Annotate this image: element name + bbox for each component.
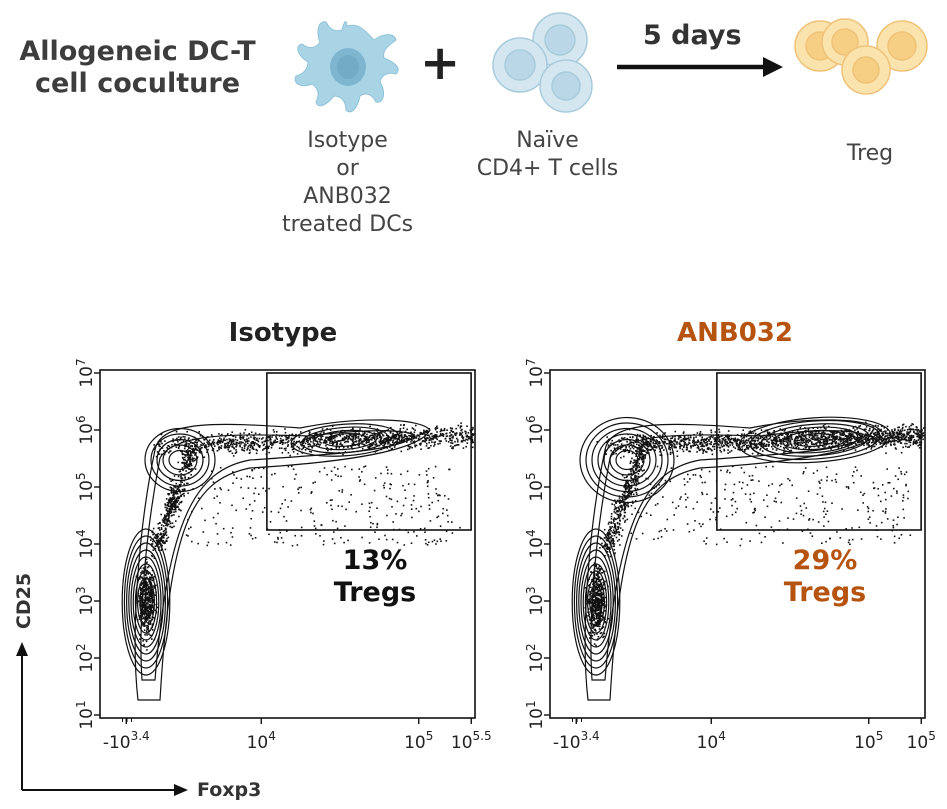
y-tick-label: 101 bbox=[524, 700, 547, 729]
treg-label: Treg bbox=[846, 141, 894, 166]
y-tick-label: 104 bbox=[74, 529, 97, 558]
percent-isotype: 13% Tregs bbox=[295, 545, 455, 609]
treg-gate bbox=[716, 372, 922, 531]
contour-lines bbox=[571, 416, 892, 701]
y-tick-label: 103 bbox=[524, 586, 547, 615]
x-tick-label: 105 bbox=[404, 729, 433, 753]
y-tick-label: 103 bbox=[74, 586, 97, 615]
plus-sign: + bbox=[420, 35, 461, 91]
treg-cells-icon bbox=[794, 18, 928, 95]
x-tick-label: 105 bbox=[854, 729, 883, 753]
y-tick-label: 106 bbox=[524, 415, 547, 444]
panel-title-anb032: ANB032 bbox=[677, 318, 793, 348]
contour-lines bbox=[121, 419, 431, 701]
naive-t-cells-icon bbox=[492, 12, 593, 113]
arrow-label: 5 days bbox=[643, 20, 742, 51]
y-tick-label: 106 bbox=[74, 415, 97, 444]
dc-label: Isotype or ANB032 treated DCs bbox=[281, 128, 414, 237]
x-tick-label: -103.4 bbox=[553, 729, 600, 753]
y-tick-label: 104 bbox=[524, 529, 547, 558]
flow-plot-isotype: 107 106 105 104 103 102 101 -103.4 104 105 105.5 bbox=[74, 358, 492, 753]
coculture-title-line1: Allogeneic DC-T bbox=[19, 36, 256, 67]
percent-anb032: 29% Tregs bbox=[745, 545, 905, 609]
dendritic-cell-icon bbox=[294, 21, 399, 113]
panel-title-isotype: Isotype bbox=[228, 318, 338, 348]
y-axis-name: CD25 bbox=[13, 572, 35, 630]
y-tick-label: 107 bbox=[524, 358, 547, 387]
percent-value-anb032: 29% bbox=[792, 545, 858, 576]
y-tick-label: 102 bbox=[524, 643, 547, 672]
naive-t-label: Naïve CD4+ T cells bbox=[476, 128, 619, 181]
y-tick-label: 101 bbox=[74, 700, 97, 729]
coculture-title: Allogeneic DC-T cell coculture bbox=[10, 36, 265, 100]
right-arrow-icon bbox=[617, 57, 783, 77]
x-tick-label: -103.4 bbox=[103, 729, 150, 753]
percent-label-isotype: Tregs bbox=[333, 577, 417, 608]
y-tick-label: 107 bbox=[74, 358, 97, 387]
axis-direction-arrows bbox=[16, 642, 188, 796]
x-tick-label: 105.5 bbox=[451, 729, 492, 753]
y-tick-label: 105 bbox=[74, 472, 97, 501]
x-tick-label: 104 bbox=[247, 729, 276, 753]
x-axis-name: Foxp3 bbox=[197, 779, 262, 801]
y-tick-label: 105 bbox=[524, 472, 547, 501]
percent-label-anb032: Tregs bbox=[783, 577, 867, 608]
percent-value-isotype: 13% bbox=[342, 545, 408, 576]
treg-gate bbox=[266, 372, 472, 531]
y-tick-label: 102 bbox=[74, 643, 97, 672]
event-dots bbox=[584, 421, 925, 647]
flow-plot-anb032: 107 106 105 104 103 102 101 -103.4 104 105 105 bbox=[524, 358, 936, 753]
coculture-title-line2: cell coculture bbox=[34, 68, 241, 99]
x-tick-label: 104 bbox=[697, 729, 726, 753]
x-tick-label: 105 bbox=[907, 729, 936, 753]
